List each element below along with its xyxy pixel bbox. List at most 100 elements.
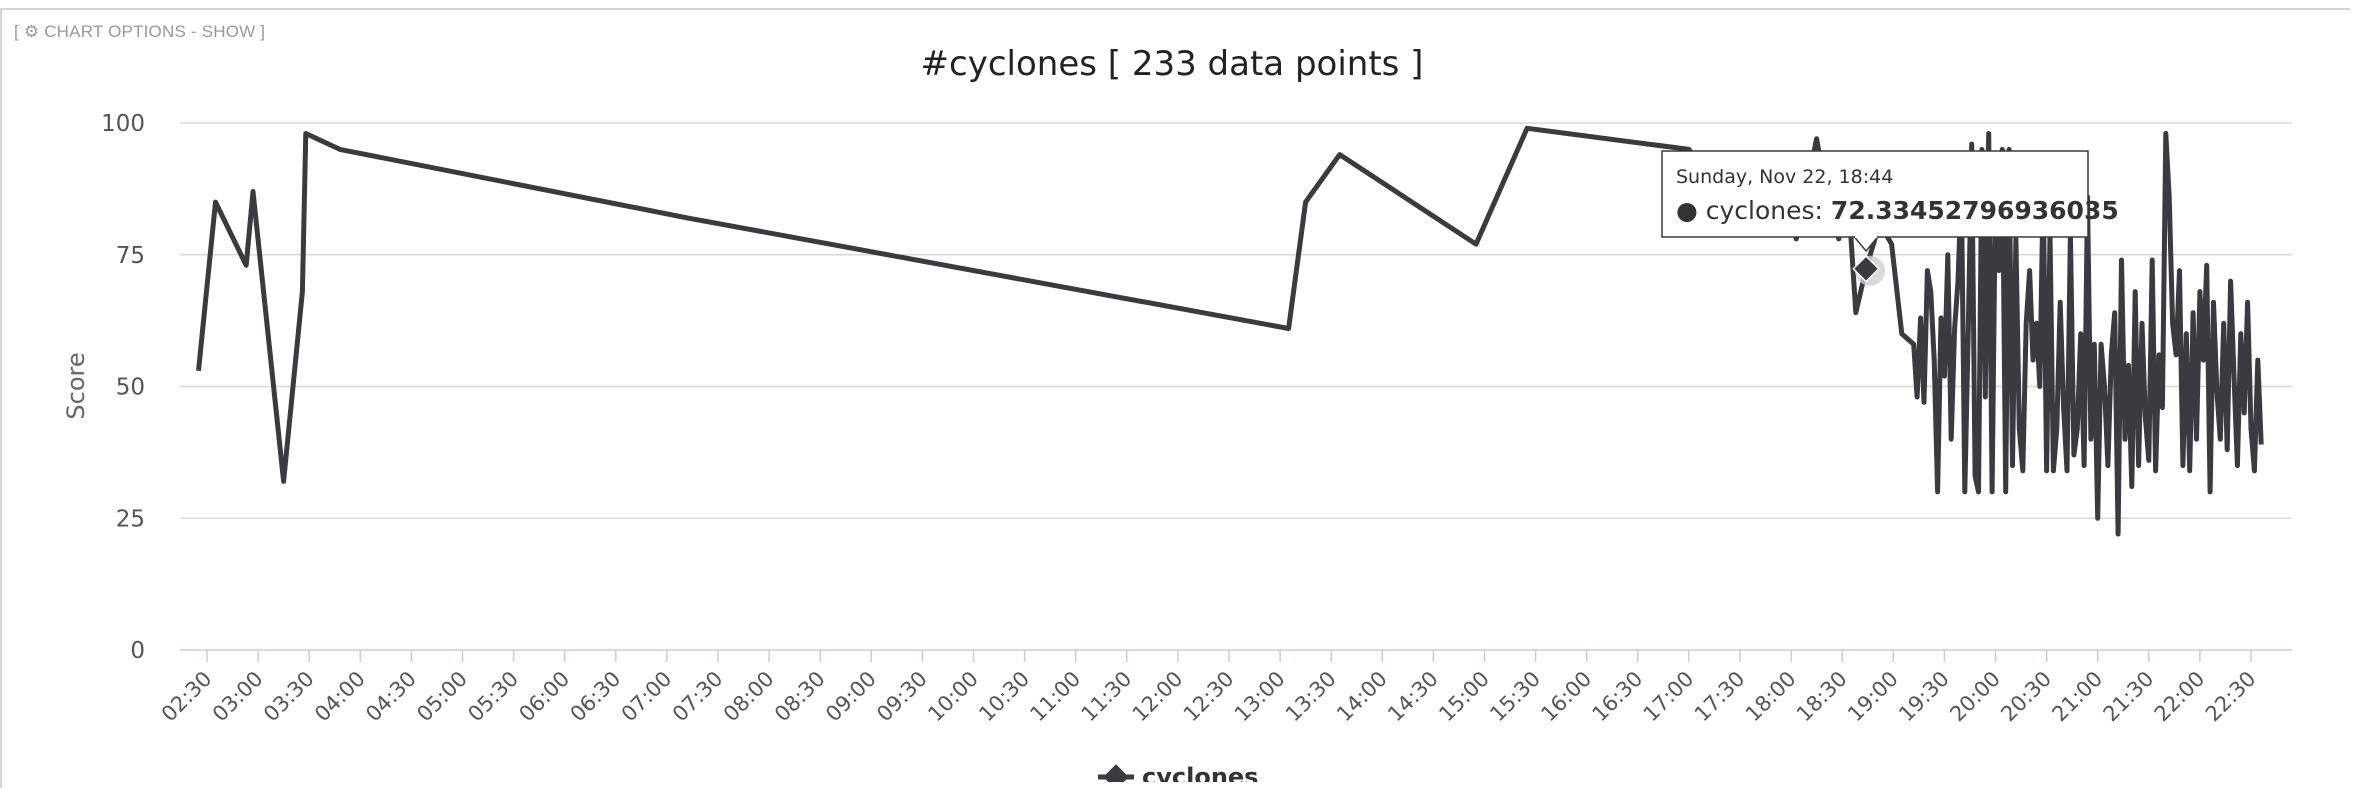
data-point[interactable] xyxy=(2098,341,2104,347)
data-point[interactable] xyxy=(2177,268,2183,274)
data-point[interactable] xyxy=(1965,331,1971,337)
data-point[interactable] xyxy=(1899,331,1905,337)
data-point[interactable] xyxy=(1918,315,1924,321)
data-point[interactable] xyxy=(2016,426,2022,432)
data-point[interactable] xyxy=(2149,257,2155,263)
data-point[interactable] xyxy=(1889,241,1895,247)
data-point[interactable] xyxy=(2095,515,2101,521)
data-point[interactable] xyxy=(2010,463,2016,469)
legend[interactable]: cyclones xyxy=(1098,763,1258,782)
data-point[interactable] xyxy=(2122,436,2128,442)
data-point[interactable] xyxy=(2132,289,2138,295)
data-point[interactable] xyxy=(1948,436,1954,442)
data-point[interactable] xyxy=(2170,320,2176,326)
data-point[interactable] xyxy=(2234,463,2240,469)
data-point[interactable] xyxy=(2251,468,2257,474)
data-point[interactable] xyxy=(2057,299,2063,305)
data-point[interactable] xyxy=(2258,442,2264,448)
data-point[interactable] xyxy=(2129,484,2135,490)
data-point[interactable] xyxy=(2044,468,2050,474)
data-point[interactable] xyxy=(2074,426,2080,432)
data-point[interactable] xyxy=(1931,357,1937,363)
data-point[interactable] xyxy=(2156,352,2162,358)
data-point[interactable] xyxy=(2030,357,2036,363)
data-point[interactable] xyxy=(2153,468,2159,474)
data-point[interactable] xyxy=(2245,299,2251,305)
data-point[interactable] xyxy=(1928,289,1934,295)
data-point[interactable] xyxy=(1989,489,1995,495)
data-point[interactable] xyxy=(2166,194,2172,200)
data-point[interactable] xyxy=(2054,426,2060,432)
data-point[interactable] xyxy=(2023,320,2029,326)
data-point[interactable] xyxy=(2204,262,2210,268)
data-point[interactable] xyxy=(1938,315,1944,321)
data-point[interactable] xyxy=(243,262,249,268)
data-point[interactable] xyxy=(2217,436,2223,442)
data-point[interactable] xyxy=(2228,278,2234,284)
data-point[interactable] xyxy=(2125,362,2131,368)
data-point[interactable] xyxy=(1941,373,1947,379)
data-point[interactable] xyxy=(2194,436,2200,442)
data-point[interactable] xyxy=(2238,331,2244,337)
data-point[interactable] xyxy=(1921,399,1927,405)
data-point[interactable] xyxy=(2020,468,2026,474)
data-point[interactable] xyxy=(2200,357,2206,363)
data-point[interactable] xyxy=(2088,436,2094,442)
data-point[interactable] xyxy=(1524,125,1530,131)
data-point[interactable] xyxy=(2190,310,2196,316)
data-point[interactable] xyxy=(213,199,219,205)
data-point[interactable] xyxy=(1286,326,1292,332)
data-point[interactable] xyxy=(1914,394,1920,400)
data-point[interactable] xyxy=(2173,352,2179,358)
data-point[interactable] xyxy=(2003,489,2009,495)
data-point[interactable] xyxy=(2102,384,2108,390)
data-point[interactable] xyxy=(2207,489,2213,495)
data-point[interactable] xyxy=(1955,278,1961,284)
data-point[interactable] xyxy=(2091,341,2097,347)
data-point[interactable] xyxy=(684,215,690,221)
data-point[interactable] xyxy=(2231,373,2237,379)
data-point[interactable] xyxy=(1996,268,2002,274)
data-point[interactable] xyxy=(1952,326,1958,332)
data-point[interactable] xyxy=(1303,199,1309,205)
data-point[interactable] xyxy=(2255,357,2261,363)
data-point[interactable] xyxy=(2159,405,2165,411)
data-point[interactable] xyxy=(2061,405,2067,411)
data-point[interactable] xyxy=(2105,463,2111,469)
data-point[interactable] xyxy=(303,131,309,137)
data-point[interactable] xyxy=(2211,299,2217,305)
data-point[interactable] xyxy=(2037,384,2043,390)
data-point[interactable] xyxy=(196,368,202,374)
data-point[interactable] xyxy=(2146,457,2152,463)
data-point[interactable] xyxy=(2119,257,2125,263)
data-point[interactable] xyxy=(2224,447,2230,453)
data-point[interactable] xyxy=(2197,289,2203,295)
data-point[interactable] xyxy=(2163,131,2169,137)
data-point[interactable] xyxy=(1969,141,1975,147)
data-point[interactable] xyxy=(337,146,343,152)
data-point[interactable] xyxy=(299,289,305,295)
data-point[interactable] xyxy=(1945,252,1951,258)
data-point[interactable] xyxy=(2115,531,2121,537)
legend-item-cyclones[interactable]: cyclones xyxy=(1142,763,1258,782)
data-point[interactable] xyxy=(1982,394,1988,400)
data-point[interactable] xyxy=(2136,463,2142,469)
data-point[interactable] xyxy=(2078,331,2084,337)
data-point[interactable] xyxy=(2081,463,2087,469)
data-point[interactable] xyxy=(1814,136,1820,142)
data-point[interactable] xyxy=(2241,410,2247,416)
data-point[interactable] xyxy=(2071,452,2077,458)
data-point[interactable] xyxy=(2050,468,2056,474)
data-point[interactable] xyxy=(250,189,256,195)
data-point[interactable] xyxy=(1986,131,1992,137)
data-point[interactable] xyxy=(2033,320,2039,326)
data-point[interactable] xyxy=(1962,489,1968,495)
data-point[interactable] xyxy=(2027,268,2033,274)
data-point[interactable] xyxy=(2142,415,2148,421)
data-point[interactable] xyxy=(2064,468,2070,474)
data-point[interactable] xyxy=(2139,320,2145,326)
data-point[interactable] xyxy=(281,478,287,484)
data-point[interactable] xyxy=(1924,268,1930,274)
data-point[interactable] xyxy=(2221,320,2227,326)
data-point[interactable] xyxy=(2214,389,2220,395)
